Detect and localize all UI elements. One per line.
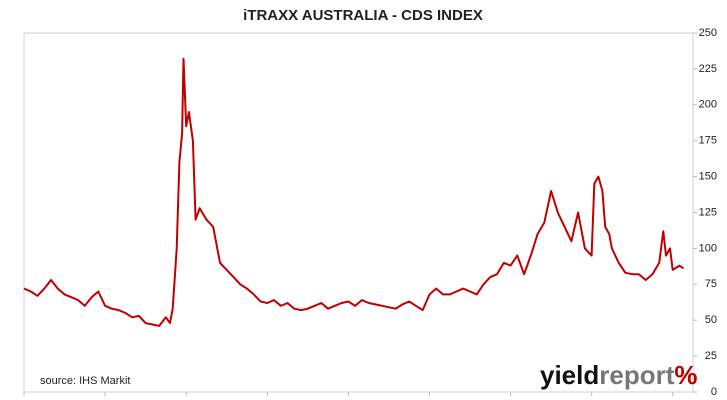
data-line — [23, 57, 685, 327]
y-tick-label: 250 — [699, 27, 717, 39]
y-tick-label: 200 — [699, 99, 717, 111]
logo-part: % — [674, 360, 697, 390]
y-tick-label: 50 — [705, 314, 717, 326]
y-tick-label: 0 — [711, 386, 717, 398]
y-tick-label: 125 — [699, 206, 717, 218]
logo-part: yield — [540, 360, 599, 390]
source-note: source: IHS Markit — [40, 375, 130, 387]
y-tick-label: 75 — [705, 278, 717, 290]
y-tick-label: 100 — [699, 242, 717, 254]
y-tick-label: 175 — [699, 135, 717, 147]
y-tick-label: 150 — [699, 171, 717, 183]
logo-part: report — [599, 360, 674, 390]
y-tick-label: 25 — [705, 350, 717, 362]
logo: yieldreport% — [540, 360, 698, 390]
y-tick-label: 225 — [699, 63, 717, 75]
chart-title: iTRAXX AUSTRALIA - CDS INDEX — [243, 7, 483, 24]
